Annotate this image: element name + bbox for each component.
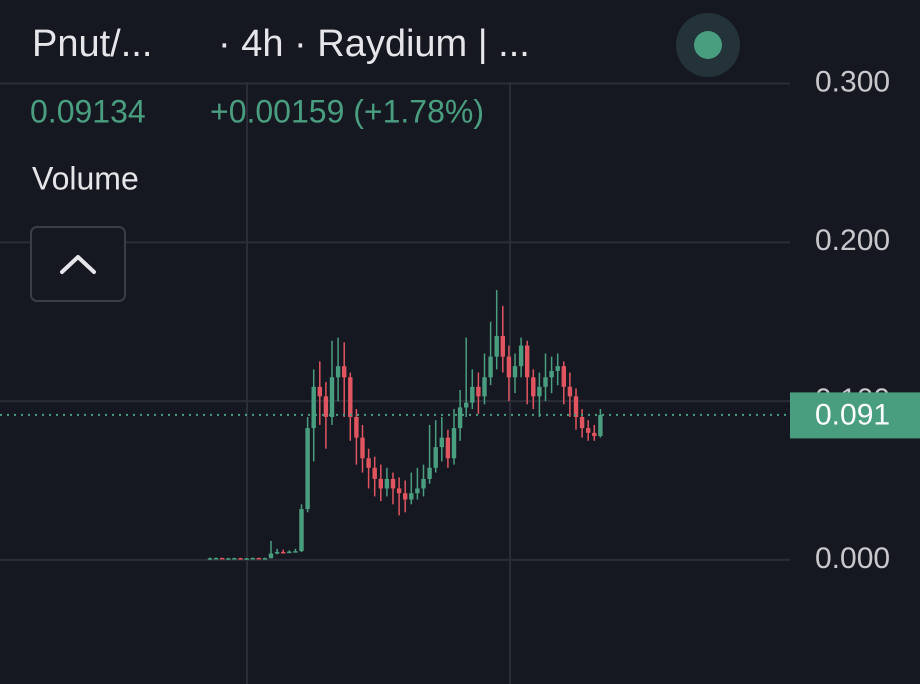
candle-body [500, 336, 505, 357]
candle-body [403, 493, 408, 500]
subtitle: · 4h · Raydium | ... [218, 23, 530, 65]
candle-body [506, 356, 512, 378]
candle-body [598, 414, 603, 437]
candle-body [470, 386, 475, 403]
candle-body [268, 553, 274, 559]
candle-body [348, 377, 353, 417]
candle-body [415, 488, 420, 494]
candle-body [567, 386, 573, 397]
candle-body [360, 437, 365, 459]
price-tag [790, 392, 920, 439]
candle-body [476, 386, 481, 397]
candle-body [311, 386, 316, 429]
candle-body [281, 551, 286, 554]
candle-body [317, 386, 322, 397]
candle-body [250, 557, 255, 560]
candle-body [396, 488, 402, 494]
candle-body [561, 366, 566, 387]
candle-body [573, 396, 579, 417]
volume-label: Volume [32, 160, 139, 196]
candle-body [592, 432, 597, 437]
candle-body [531, 377, 536, 397]
candle-body [238, 558, 243, 560]
candle-body [232, 558, 237, 560]
price-change: +0.00159 (+1.78%) [210, 93, 484, 129]
status-dot [694, 31, 722, 59]
last-price: 0.09134 [30, 93, 146, 129]
candle-body [482, 377, 487, 397]
candle-body [579, 416, 585, 429]
candle-body [421, 478, 426, 489]
y-tick-label: 0.300 [815, 65, 890, 98]
candle-body [329, 377, 335, 417]
candle-body [262, 558, 268, 560]
candle-body [305, 428, 310, 510]
candle-body [293, 551, 298, 553]
candle-body [464, 402, 469, 408]
candle-body [445, 437, 451, 459]
candle-body [213, 557, 219, 560]
y-tick-label: 0.200 [815, 224, 890, 257]
candle-body [384, 478, 390, 489]
candle-body [226, 558, 231, 560]
candle-body [342, 366, 347, 378]
candle-body [299, 509, 304, 552]
candle-body [274, 551, 280, 554]
candle-body [256, 557, 261, 560]
candle-body [549, 370, 554, 378]
candle-body [207, 558, 213, 560]
y-tick-label: 0.000 [815, 542, 890, 575]
overlay: 0.091 [0, 392, 920, 439]
candle-body [409, 493, 414, 500]
candle-body [525, 345, 530, 378]
candle-body [372, 467, 377, 479]
candle-body [427, 467, 432, 479]
candle-body [354, 416, 359, 438]
candle-body [439, 437, 444, 448]
candle-body [390, 478, 396, 489]
candle-body [244, 558, 249, 560]
candle-body [451, 428, 457, 459]
candle-body [555, 366, 560, 371]
candle-body [335, 366, 341, 378]
collapse-button[interactable] [30, 226, 126, 302]
chevron-up [60, 255, 96, 274]
candle-body [366, 458, 371, 468]
candle-body [378, 478, 383, 489]
symbol: Pnut/... [32, 23, 152, 65]
candle-body [220, 557, 225, 560]
candle-body [494, 336, 499, 357]
candle-body [323, 396, 329, 417]
candle-body [512, 366, 518, 378]
candle-body [543, 377, 548, 387]
header-bg [0, 0, 790, 82]
candle-body [586, 428, 591, 433]
candle-body [457, 407, 463, 429]
candle-body [488, 356, 493, 378]
candle-body [433, 447, 438, 468]
price-tag-label: 0.091 [815, 398, 890, 431]
candle-body [287, 551, 292, 554]
candle-body [537, 386, 542, 397]
candle-body [518, 345, 524, 367]
candles [207, 289, 603, 560]
